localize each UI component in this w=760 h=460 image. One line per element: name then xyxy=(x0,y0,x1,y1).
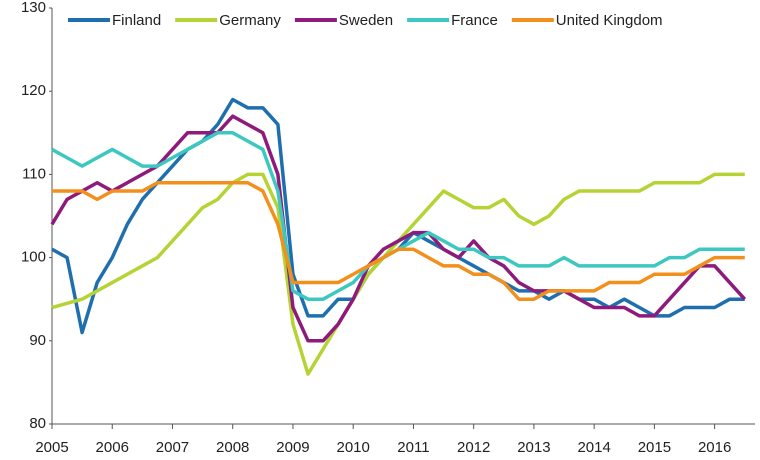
series-line xyxy=(51,97,745,335)
x-tick-label: 2012 xyxy=(457,439,490,456)
x-tick-label: 2010 xyxy=(337,439,370,456)
legend-label: Sweden xyxy=(339,12,393,29)
series-line xyxy=(51,131,745,301)
x-tick-label: 2005 xyxy=(35,439,68,456)
y-tick-label: 130 xyxy=(21,0,46,16)
legend-label: Germany xyxy=(219,12,281,29)
x-tick-label: 2013 xyxy=(517,439,550,456)
y-tick-label: 90 xyxy=(29,332,46,349)
x-tick-label: 2009 xyxy=(276,439,309,456)
x-tick-label: 2008 xyxy=(216,439,249,456)
y-tick-label: 80 xyxy=(29,415,46,432)
series-line xyxy=(51,172,745,376)
x-tick-label: 2006 xyxy=(96,439,129,456)
legend-label: France xyxy=(451,12,498,29)
y-tick-label: 120 xyxy=(21,82,46,99)
series-line xyxy=(52,180,745,301)
x-tick-label: 2015 xyxy=(638,439,671,456)
x-tick-label: 2014 xyxy=(577,439,610,456)
legend-label: United Kingdom xyxy=(556,12,663,29)
y-tick-label: 100 xyxy=(21,249,46,266)
x-tick-label: 2007 xyxy=(156,439,189,456)
x-tick-label: 2016 xyxy=(698,439,731,456)
x-tick-label: 2011 xyxy=(397,439,429,456)
series-line xyxy=(50,114,747,343)
legend-label: Finland xyxy=(112,12,161,29)
y-tick-label: 110 xyxy=(22,165,46,182)
